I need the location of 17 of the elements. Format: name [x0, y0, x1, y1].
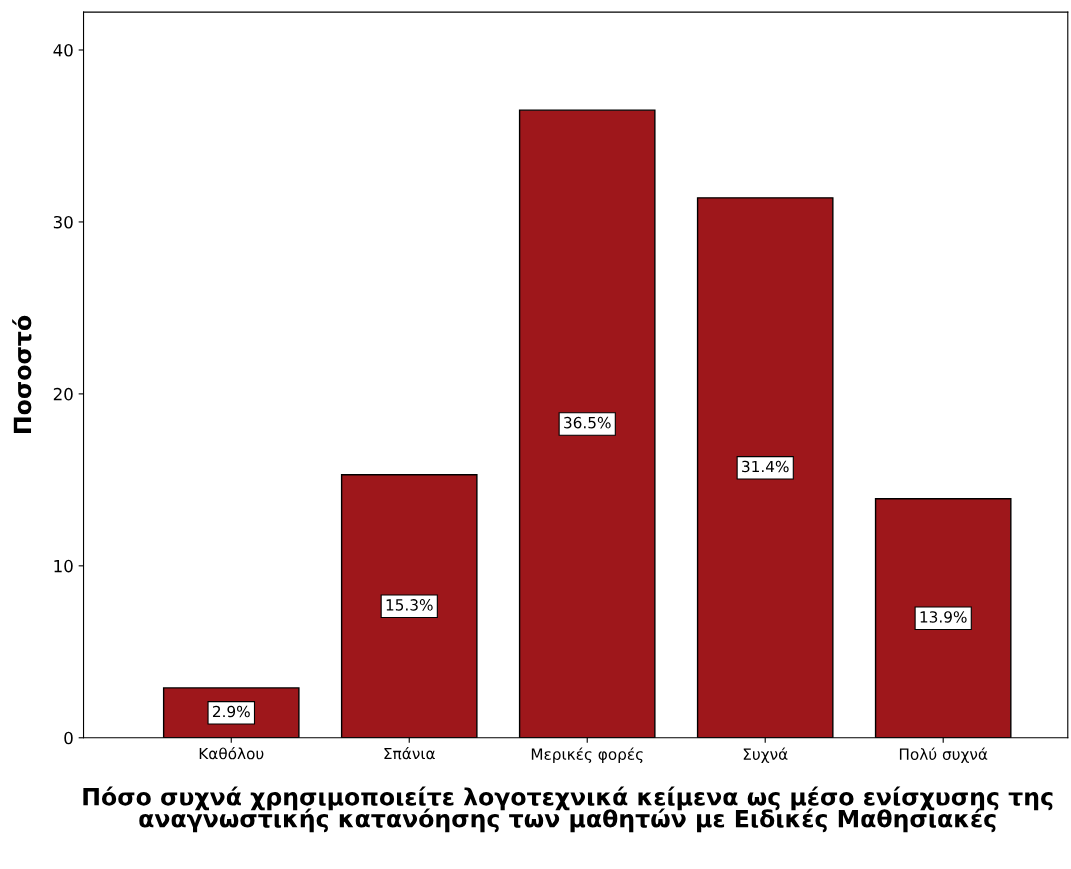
y-tick-label: 10 — [54, 559, 73, 573]
data-label: 36.5% — [564, 416, 611, 429]
y-tick-label: 30 — [53, 215, 73, 229]
x-tick-label: Καθόλου — [199, 746, 264, 760]
data-label: 15.3% — [386, 599, 433, 611]
data-label: 31.4% — [742, 460, 789, 473]
x-axis-title: Πόσο συχνά χρησιμοποιείτε λογοτεχνικά κείμενα ως μέσο ενίσχυσης της αναγνωστικής κατανόησης των μαθητών με Ειδικές Μαθησιακές — [83, 786, 1053, 833]
y-tick-label: 40 — [53, 43, 73, 57]
y-axis-title: Ποσοστό — [12, 315, 32, 433]
x-tick-label: Σπάνια — [384, 746, 435, 760]
data-label: 2.9% — [212, 705, 250, 718]
y-tick-label: 0 — [64, 731, 73, 745]
x-tick-label: Πολύ συχνά — [899, 747, 988, 763]
y-tick-label: 20 — [53, 387, 73, 401]
data-label: 13.9% — [920, 611, 967, 623]
x-tick-label: Συχνά — [743, 747, 788, 763]
x-tick-label: Μερικές φορές — [531, 747, 643, 763]
